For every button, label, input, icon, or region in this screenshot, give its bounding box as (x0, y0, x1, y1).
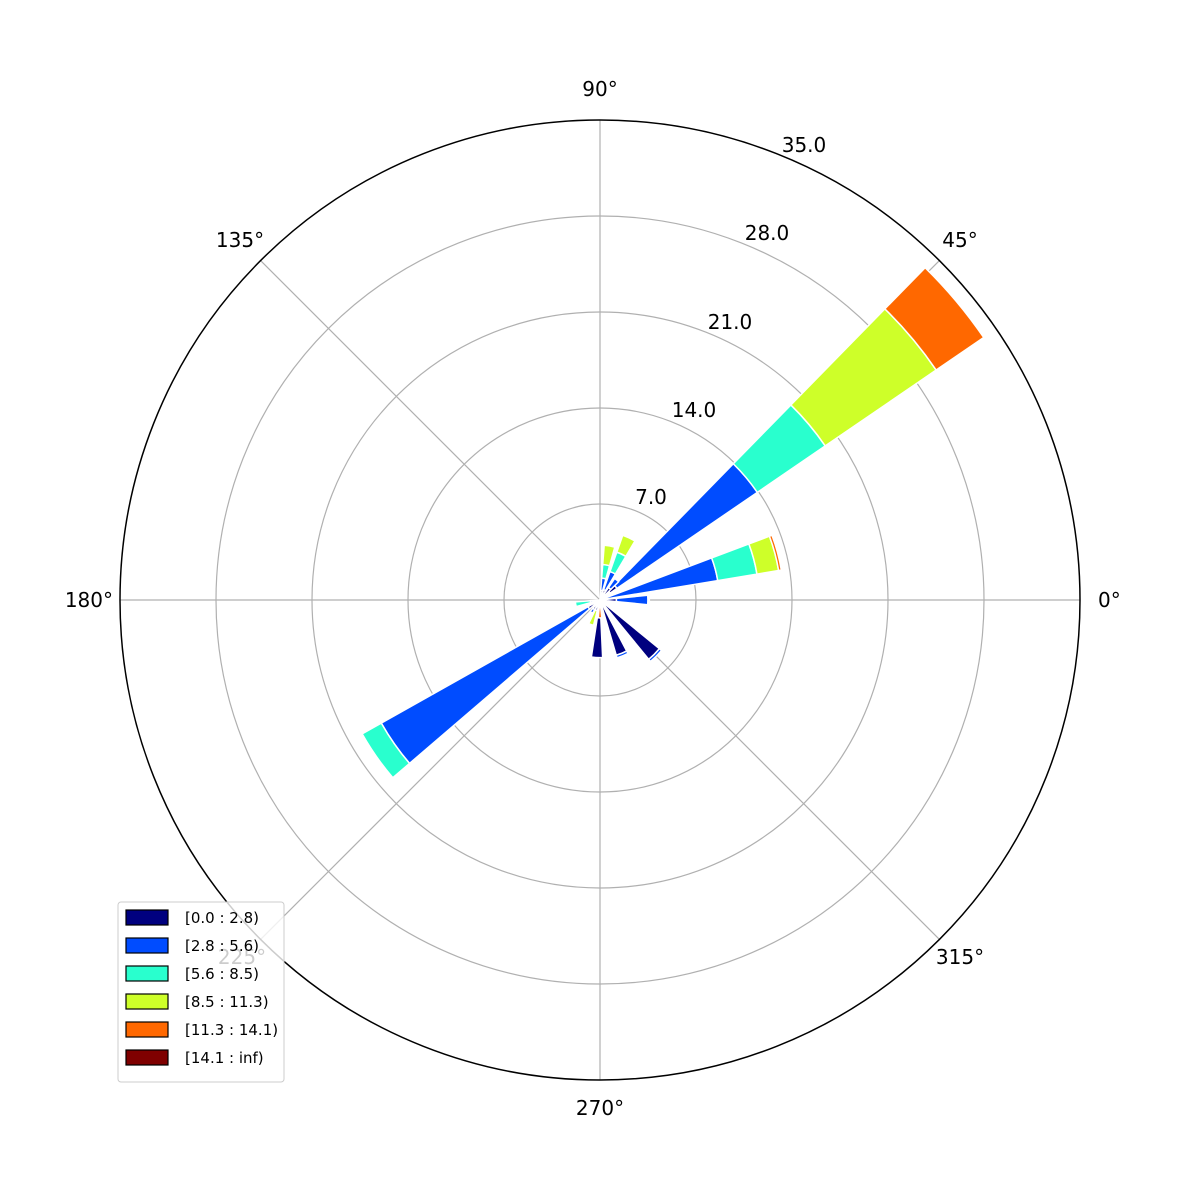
windrose-bar-segment (646, 594, 651, 606)
legend-label: [5.6 : 8.5) (185, 965, 259, 983)
windrose-bar-segment (361, 722, 411, 779)
angle-tick-label: 90° (582, 77, 617, 101)
legend-swatch (125, 1049, 169, 1066)
windrose-bar-segment (607, 577, 620, 591)
grid-spoke (260, 260, 601, 601)
windrose-bar-segment (587, 608, 599, 627)
radial-tick-label: 14.0 (672, 398, 717, 422)
radial-tick-label: 21.0 (708, 310, 753, 334)
windrose-bar-segment (615, 534, 636, 558)
windrose-bar-segment (615, 650, 629, 659)
legend-entry: [8.5 : 11.3) (125, 993, 269, 1011)
grid-spoke (260, 599, 601, 940)
legend-label: [0.0 : 2.8) (185, 909, 259, 927)
legend-swatch (125, 909, 169, 926)
legend-entry: [14.1 : inf) (125, 1049, 264, 1067)
legend-swatch (125, 937, 169, 954)
legend-swatch (125, 1021, 169, 1038)
angle-tick-label: 135° (216, 228, 264, 252)
windrose-bar-segment (589, 607, 596, 615)
legend-label: [8.5 : 11.3) (185, 993, 269, 1011)
legend-entry: [0.0 : 2.8) (125, 909, 259, 927)
radial-tick-label: 28.0 (745, 221, 790, 245)
legend-swatch (125, 993, 169, 1010)
legend-entry: [5.6 : 8.5) (125, 965, 259, 983)
legend-entry: [11.3 : 14.1) (125, 1021, 278, 1039)
tick-labels: 0° 45° 90° 135° 180° 225° 270° 315° 7.0 … (65, 77, 1121, 1120)
legend-swatch (125, 965, 169, 982)
radial-tick-label: 7.0 (635, 485, 667, 509)
wind-bars (361, 266, 985, 779)
angle-tick-label: 180° (65, 588, 113, 612)
windrose-bar-segment (574, 599, 592, 608)
windrose-bar-segment (883, 266, 985, 372)
radial-tick-label: 35.0 (782, 133, 827, 157)
windrose-bar-segment (768, 534, 783, 572)
angle-tick-label: 270° (576, 1096, 624, 1120)
windrose-bar-segment (380, 605, 591, 765)
legend-label: [2.8 : 5.6) (185, 937, 259, 955)
legend-label: [11.3 : 14.1) (185, 1021, 278, 1039)
angle-tick-label: 315° (936, 945, 984, 969)
angle-tick-label: 45° (942, 228, 977, 252)
legend-label: [14.1 : inf) (185, 1049, 264, 1067)
windrose-bar-segment (647, 647, 663, 663)
windrose-bar-segment (601, 544, 616, 567)
windrose-bar-segment (597, 599, 603, 619)
legend-entry: [2.8 : 5.6) (125, 937, 259, 955)
polar-frame (119, 119, 1081, 1081)
angle-tick-label: 0° (1098, 588, 1121, 612)
legend: [0.0 : 2.8) [2.8 : 5.6) [5.6 : 8.5) [8.5… (117, 901, 285, 1083)
